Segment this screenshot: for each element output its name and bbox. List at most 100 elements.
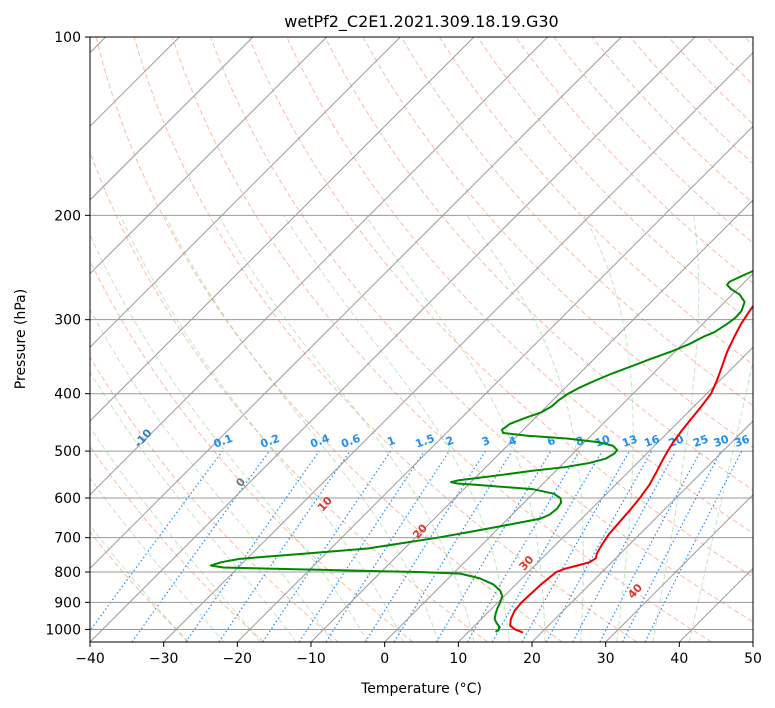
dry-adiabat — [90, 445, 264, 642]
mixing-ratio-label: 8 — [574, 434, 586, 449]
x-tick-label: −20 — [223, 651, 253, 667]
mixing-ratio-label: 10 — [593, 432, 612, 450]
profile-line — [509, 304, 753, 634]
mixing-ratio-line — [298, 450, 425, 642]
dry-adiabat — [668, 37, 753, 125]
isotherm — [90, 37, 401, 349]
dry-adiabat — [90, 259, 414, 642]
mixing-ratio-label: 0.2 — [259, 432, 282, 451]
moist-adiabat — [583, 215, 634, 642]
isotherm — [90, 37, 328, 275]
isotherm — [605, 493, 753, 642]
mixing-ratio-label: 13 — [620, 433, 639, 450]
dry-adiabat-label: -10 — [132, 426, 155, 450]
mixing-ratio-line — [131, 450, 270, 642]
dry-adiabat — [439, 37, 753, 366]
moist-adiabat — [466, 215, 584, 642]
mixing-ratio-line — [521, 450, 631, 642]
moist-adiabat — [119, 215, 404, 642]
plot-area: -100-90-80-70-60-50-40-30-20-10010203040… — [0, 37, 753, 642]
moist-adiabat — [283, 215, 510, 642]
isotherm — [90, 37, 696, 642]
x-tick-label: 10 — [449, 651, 467, 667]
y-tick-label: 100 — [54, 30, 81, 46]
dry-adiabat — [248, 37, 753, 578]
mixing-ratio-label: 0.6 — [339, 432, 362, 451]
y-axis: 100 200 300 400 500 600 700 800 900 1000 — [45, 30, 90, 638]
mixing-ratio-label: 2 — [444, 434, 456, 449]
isotherm — [384, 272, 753, 642]
moist-adiabat — [90, 233, 369, 642]
dry-adiabat-label: 40 — [625, 581, 645, 601]
isotherm — [531, 420, 753, 642]
y-tick-label: 500 — [54, 444, 81, 460]
x-tick-label: 20 — [523, 651, 541, 667]
mixing-ratio-line — [572, 450, 677, 642]
dry-adiabat — [90, 531, 190, 642]
x-axis-label: Temperature (°C) — [360, 681, 482, 697]
isotherm — [457, 346, 753, 642]
y-tick-label: 1000 — [45, 622, 81, 638]
isotherm — [678, 567, 753, 642]
chart-title: wetPf2_C2E1.2021.309.18.19.G30 — [284, 12, 558, 32]
x-axis: −40 −30 −20 −10 0 10 20 30 40 50 — [75, 642, 762, 667]
mixing-ratio-label: 0.1 — [212, 432, 235, 451]
moist-adiabat — [218, 215, 475, 642]
mixing-ratio-line — [393, 450, 513, 642]
isotherm — [310, 199, 753, 642]
x-tick-label: 50 — [744, 651, 762, 667]
mixing-ratio-label: 6 — [545, 434, 557, 449]
isotherm — [90, 37, 622, 570]
mixing-ratio-line — [218, 450, 351, 642]
x-tick-label: −40 — [75, 651, 105, 667]
dry-adiabat — [591, 37, 753, 204]
dry-adiabat — [324, 37, 753, 491]
dry-adiabat-label: -30 — [0, 366, 2, 390]
moist-adiabat — [90, 371, 297, 642]
mixing-ratio-line — [185, 450, 320, 642]
x-tick-label: 0 — [380, 651, 389, 667]
isotherm — [90, 37, 549, 496]
y-tick-label: 900 — [54, 595, 81, 611]
mixing-ratio-line — [262, 450, 392, 642]
mixing-ratio-label: 16 — [642, 432, 661, 450]
mixing-ratio-line — [599, 450, 702, 642]
isotherm — [90, 37, 475, 422]
mixing-ratio-line — [90, 450, 223, 632]
isotherm — [236, 125, 753, 642]
y-tick-label: 800 — [54, 565, 81, 581]
dry-adiabat — [362, 37, 753, 449]
moist-adiabat — [652, 215, 700, 642]
mixing-ratio-line — [545, 450, 653, 642]
dry-adiabat-label: 30 — [517, 553, 537, 573]
isotherm — [163, 51, 753, 642]
dry-adiabat — [210, 37, 753, 623]
moist-adiabat — [364, 215, 546, 642]
moist-adiabat — [90, 524, 188, 642]
x-tick-label: 30 — [597, 651, 615, 667]
dry-adiabat — [477, 37, 753, 325]
dry-adiabat — [90, 150, 488, 642]
moist-adiabat — [90, 426, 261, 642]
y-tick-label: 400 — [54, 387, 81, 403]
mixing-ratio-line — [621, 450, 722, 642]
mixing-ratio-line — [644, 450, 743, 642]
plot-frame — [89, 36, 754, 643]
dry-adiabat — [400, 37, 753, 407]
y-tick-label: 200 — [54, 208, 81, 224]
y-tick-label: 700 — [54, 531, 81, 547]
isotherm — [90, 37, 254, 201]
dry-adiabat — [744, 37, 753, 47]
isotherm — [752, 641, 753, 642]
mixing-ratio-label: 4 — [507, 434, 519, 449]
mixing-ratio-label: 3 — [480, 434, 492, 449]
moist-adiabat — [688, 358, 753, 642]
mixing-ratio-label: 36 — [733, 432, 752, 450]
mixing-ratio-label: 0.4 — [309, 432, 332, 451]
dry-adiabat — [515, 37, 753, 284]
mixing-ratio-label: 30 — [712, 432, 731, 450]
moist-adiabat — [164, 215, 439, 642]
dry-adiabat — [95, 37, 563, 642]
mixing-ratio-line — [325, 450, 450, 642]
